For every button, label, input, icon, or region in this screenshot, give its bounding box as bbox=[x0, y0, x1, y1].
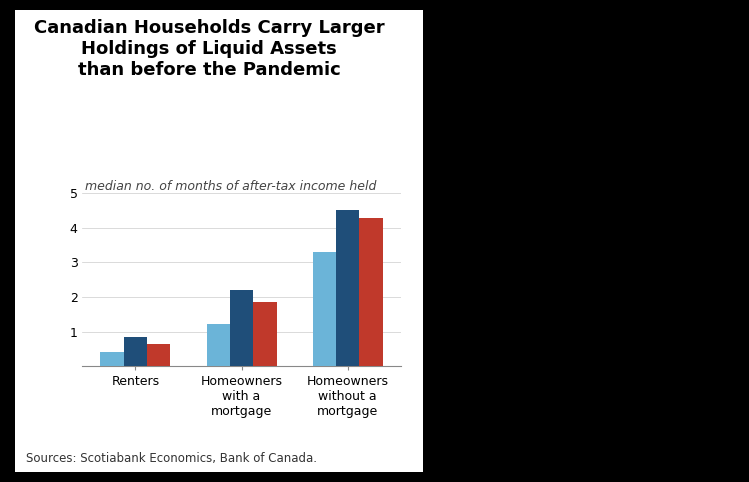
Text: Sources: Scotiabank Economics, Bank of Canada.: Sources: Scotiabank Economics, Bank of C… bbox=[26, 452, 318, 465]
Text: Canadian Households Carry Larger
Holdings of Liquid Assets
than before the Pande: Canadian Households Carry Larger Holding… bbox=[34, 19, 384, 79]
Bar bbox=[124, 337, 147, 366]
Text: median no. of months of after-tax income held: median no. of months of after-tax income… bbox=[85, 180, 376, 193]
Bar bbox=[230, 290, 253, 366]
Bar bbox=[253, 302, 276, 366]
Bar bbox=[207, 324, 230, 366]
Bar bbox=[312, 253, 336, 366]
Bar bbox=[100, 352, 124, 366]
Bar bbox=[336, 210, 360, 366]
Bar bbox=[147, 344, 171, 366]
Bar bbox=[360, 218, 383, 366]
